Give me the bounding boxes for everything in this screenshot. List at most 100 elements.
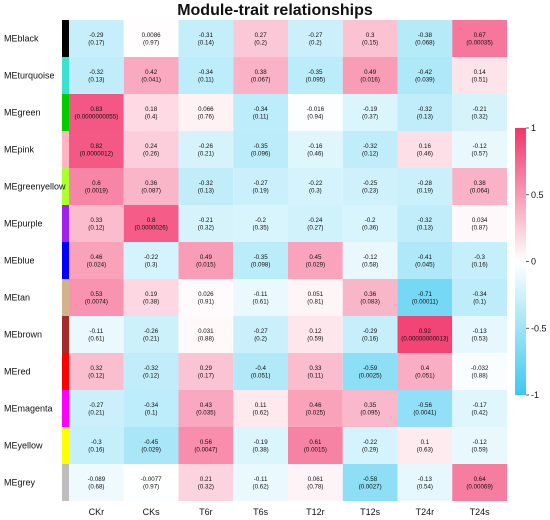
cell-pvalue-label: (0.0047) [194, 447, 217, 454]
cell-pvalue-label: (0.0019) [85, 188, 108, 195]
cell-pvalue-label: (0.087) [141, 188, 161, 195]
heatmap-cell [233, 427, 288, 464]
cell-pvalue-label: (0.13) [198, 188, 214, 195]
cell-pvalue-label: (0.2) [254, 40, 267, 47]
heatmap-cell [233, 94, 288, 131]
cell-pvalue-label: (0.0027) [359, 484, 382, 491]
row-label: MEblack [4, 34, 39, 44]
cell-pvalue-label: (0.0015) [304, 447, 327, 454]
row-label: MEgreen [4, 108, 41, 118]
heatmap-cell [123, 390, 179, 427]
cell-correlation-label: 0.11 [255, 402, 267, 409]
heatmap-cell [178, 316, 234, 353]
heatmap-cell [397, 168, 453, 205]
cell-pvalue-label: (0.32) [472, 114, 488, 121]
heatmap-cell [288, 94, 343, 131]
cell-correlation-label: 0.061 [308, 476, 324, 483]
cell-pvalue-label: (0.91) [198, 299, 214, 306]
cell-pvalue-label: (0.11) [308, 373, 324, 380]
color-legend: 1 0.5 0 -0.5 -1 [515, 123, 547, 400]
cell-correlation-label: -0.016 [307, 106, 325, 113]
cell-correlation-label: 0.21 [200, 476, 213, 483]
module-color-bar [62, 390, 69, 427]
cell-pvalue-label: (0.62) [253, 484, 269, 491]
cell-pvalue-label: (0.0025) [359, 373, 382, 380]
cell-correlation-label: 0.24 [145, 143, 158, 150]
cell-correlation-label: 0.33 [90, 217, 103, 224]
row-label: MEmagenta [4, 404, 53, 414]
heatmap-cells: -0.29(0.17)0.0086(0.97)-0.31(0.14)0.27(0… [69, 20, 507, 501]
cell-correlation-label: 0.1 [421, 439, 430, 446]
legend-tick-label: -1 [531, 390, 539, 400]
heatmap-cell [123, 57, 179, 94]
heatmap-cell [342, 20, 398, 57]
column-label: T6s [253, 507, 269, 517]
heatmap-cell [342, 390, 398, 427]
cell-pvalue-label: (0.12) [143, 373, 159, 380]
cell-correlation-label: 0.066 [198, 106, 214, 113]
cell-correlation-label: 0.53 [90, 291, 103, 298]
cell-pvalue-label: (0.97) [143, 484, 159, 491]
cell-correlation-label: -0.13 [418, 476, 433, 483]
heatmap-cell [178, 279, 234, 316]
cell-correlation-label: -0.22 [363, 439, 378, 446]
cell-correlation-label: -0.41 [418, 254, 433, 261]
heatmap-cell [69, 168, 124, 205]
cell-pvalue-label: (0.11) [198, 77, 214, 84]
heatmap-cell [178, 94, 234, 131]
cell-pvalue-label: (0.0000000055) [75, 114, 119, 121]
heatmap-cell [233, 316, 288, 353]
cell-pvalue-label: (0.13) [88, 77, 104, 84]
heatmap-cell [123, 205, 179, 242]
heatmap-cell [233, 168, 288, 205]
cell-correlation-label: -0.32 [418, 217, 433, 224]
heatmap-cell [342, 242, 398, 279]
cell-pvalue-label: (0.051) [415, 373, 435, 380]
cell-pvalue-label: (0.039) [415, 77, 435, 84]
cell-pvalue-label: (0.76) [198, 114, 214, 121]
cell-correlation-label: -0.34 [144, 402, 159, 409]
heatmap-cell [178, 57, 234, 94]
cell-correlation-label: -0.27 [308, 32, 323, 39]
heatmap-cell [69, 316, 124, 353]
cell-correlation-label: -0.12 [473, 143, 488, 150]
cell-pvalue-label: (0.42) [472, 410, 488, 417]
column-label: T12s [360, 507, 381, 517]
heatmap-cell [178, 242, 234, 279]
cell-correlation-label: -0.34 [254, 106, 269, 113]
cell-pvalue-label: (0.46) [417, 151, 433, 158]
cell-correlation-label: 0.45 [309, 254, 322, 261]
heatmap-cell [397, 279, 453, 316]
cell-pvalue-label: (0.27) [307, 225, 323, 232]
cell-pvalue-label: (0.096) [251, 151, 271, 158]
cell-pvalue-label: (0.029) [141, 447, 161, 454]
heatmap-cell [342, 57, 398, 94]
cell-correlation-label: 0.83 [90, 106, 103, 113]
cell-pvalue-label: (0.97) [143, 40, 159, 47]
cell-pvalue-label: (0.16) [472, 262, 488, 269]
cell-correlation-label: -0.42 [418, 69, 433, 76]
cell-pvalue-label: (0.51) [472, 77, 488, 84]
column-label: CKr [89, 507, 105, 517]
module-color-bar [62, 94, 69, 131]
module-color-bar [62, 353, 69, 390]
row-label: MEyellow [4, 441, 43, 451]
row-label: MEblue [4, 256, 35, 266]
module-color-bar [62, 464, 69, 501]
cell-correlation-label: -0.58 [363, 476, 378, 483]
heatmap-cell [342, 94, 398, 131]
cell-pvalue-label: (0.57) [472, 151, 488, 158]
heatmap-cell [178, 20, 234, 57]
heatmap-cell [123, 464, 179, 501]
cell-correlation-label: -0.35 [308, 69, 323, 76]
cell-pvalue-label: (0.26) [143, 151, 159, 158]
cell-pvalue-label: (0.88) [472, 373, 488, 380]
heatmap-cell [123, 316, 179, 353]
cell-pvalue-label: (0.13) [417, 114, 433, 121]
heatmap-cell [178, 168, 234, 205]
cell-pvalue-label: (0.00011) [412, 299, 438, 306]
cell-correlation-label: -0.31 [199, 32, 214, 39]
cell-correlation-label: -0.24 [308, 217, 323, 224]
cell-correlation-label: 0.12 [309, 328, 322, 335]
cell-pvalue-label: (0.58) [362, 262, 378, 269]
